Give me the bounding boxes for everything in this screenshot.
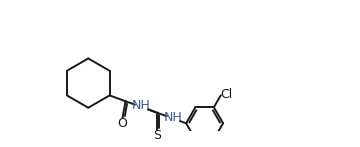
Text: Cl: Cl — [220, 88, 232, 101]
Text: O: O — [118, 117, 127, 130]
Text: S: S — [153, 129, 161, 142]
Text: NH: NH — [132, 99, 151, 112]
Text: NH: NH — [164, 111, 183, 123]
